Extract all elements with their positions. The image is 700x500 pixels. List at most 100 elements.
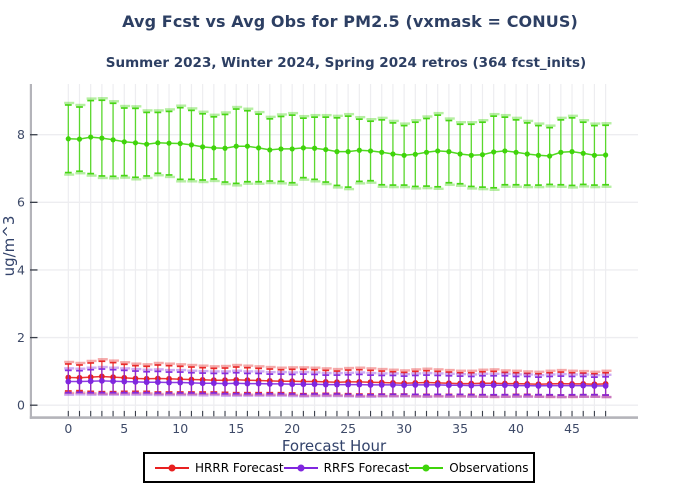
x-tick-label: 45 <box>564 421 580 436</box>
data-point <box>546 382 553 389</box>
legend-item-hrrr-forecast: HRRR Forecast <box>155 461 284 475</box>
data-point <box>558 149 564 155</box>
data-point <box>401 382 408 389</box>
data-point <box>311 381 318 388</box>
data-point <box>244 380 251 387</box>
data-point <box>580 150 586 156</box>
data-point <box>334 381 340 388</box>
data-point <box>255 145 262 151</box>
data-point <box>334 149 340 155</box>
legend-marker-dot-observations <box>422 464 430 471</box>
data-point <box>524 382 531 389</box>
legend-item-observations: Observations <box>409 460 529 475</box>
y-axis-label: ug/m^3 <box>0 215 18 277</box>
data-point <box>557 382 564 389</box>
data-point <box>468 152 474 158</box>
data-point <box>222 380 228 387</box>
data-point <box>569 382 575 389</box>
data-point <box>524 151 530 157</box>
data-point <box>591 152 598 158</box>
data-point <box>457 382 463 389</box>
data-point <box>434 382 441 388</box>
legend-line-swatch-rrfs <box>283 464 318 471</box>
data-point <box>502 148 508 154</box>
data-point <box>412 382 419 388</box>
data-point <box>490 382 497 389</box>
data-point <box>535 152 542 158</box>
data-point <box>547 153 553 159</box>
data-point <box>132 140 139 146</box>
data-point <box>132 378 139 385</box>
data-point <box>390 151 396 157</box>
x-tick-label: 30 <box>396 421 412 436</box>
data-point <box>435 148 441 154</box>
x-tick-label: 25 <box>340 421 356 436</box>
data-point <box>367 148 374 154</box>
data-point <box>143 379 150 386</box>
data-point <box>177 140 183 147</box>
y-tick-label: 2 <box>17 330 25 345</box>
chart-subtitle: Summer 2023, Winter 2024, Spring 2024 re… <box>105 55 587 71</box>
data-point <box>289 146 295 152</box>
legend-label-observations: Observations <box>449 460 529 475</box>
chart-title: Avg Fcst vs Avg Obs for PM2.5 (vxmask = … <box>122 12 578 31</box>
legend-marker-dot-hrrr <box>168 464 176 471</box>
data-point <box>390 382 396 388</box>
y-tick-label: 0 <box>17 398 25 413</box>
data-point <box>591 383 598 389</box>
x-axis-label: Forecast Hour <box>281 437 387 455</box>
legend-marker-dot-rrfs <box>297 464 305 471</box>
data-point <box>345 149 351 155</box>
data-point <box>289 381 296 388</box>
data-point <box>345 381 352 388</box>
data-point <box>177 379 184 386</box>
x-tick-label: 40 <box>508 421 524 436</box>
data-point <box>200 144 206 150</box>
data-point <box>244 143 251 149</box>
data-point <box>446 149 452 155</box>
data-point <box>76 378 83 385</box>
data-point <box>401 152 407 158</box>
data-point <box>166 379 172 386</box>
legend-line-swatch-hrrr <box>155 464 189 471</box>
data-point <box>76 136 83 142</box>
axis-ticks <box>30 134 607 417</box>
data-point <box>367 382 374 388</box>
data-point <box>278 146 284 152</box>
legend-item-rrfs-forecast: RRFS Forecast <box>283 461 409 475</box>
series-rrfs-forecast <box>64 365 612 399</box>
data-point <box>479 382 486 389</box>
data-point <box>513 149 519 155</box>
data-point <box>154 379 161 386</box>
tick-labels: 0 5 10 15 20 25 30 35 40 45 0 2 4 6 8 <box>17 127 580 436</box>
data-point <box>110 378 116 385</box>
data-point <box>233 380 240 387</box>
y-tick-label: 8 <box>17 127 25 142</box>
data-point <box>300 145 306 151</box>
data-point <box>457 151 463 157</box>
data-point <box>110 137 116 143</box>
data-point <box>580 382 587 389</box>
data-point <box>210 380 217 387</box>
y-tick-label: 6 <box>17 195 25 210</box>
x-tick-label: 10 <box>172 421 188 436</box>
data-point <box>222 145 228 151</box>
data-point <box>445 382 452 389</box>
axes-spines <box>29 84 639 419</box>
data-point <box>491 149 497 155</box>
x-tick-label: 35 <box>452 421 468 436</box>
data-point <box>65 136 71 142</box>
data-point <box>199 380 206 387</box>
x-tick-label: 20 <box>284 421 300 436</box>
gridlines <box>31 84 638 417</box>
data-point <box>569 149 575 155</box>
legend: HRRR Forecast RRFS Forecast Observations <box>143 452 535 483</box>
y-tick-label: 4 <box>17 262 25 277</box>
data-point <box>501 382 508 389</box>
data-point <box>412 151 418 157</box>
data-point <box>65 378 72 385</box>
x-tick-label: 0 <box>64 421 72 436</box>
data-point <box>603 152 609 158</box>
